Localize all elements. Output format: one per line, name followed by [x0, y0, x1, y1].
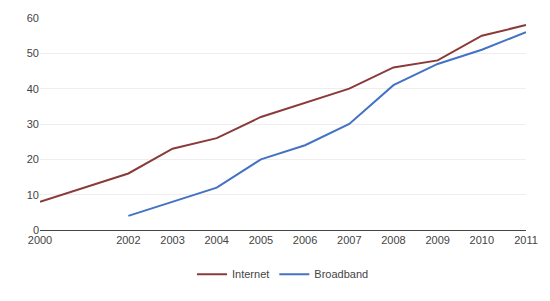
- svg-text:Internet: Internet: [232, 268, 269, 280]
- svg-text:2004: 2004: [204, 234, 228, 246]
- svg-text:2002: 2002: [116, 234, 140, 246]
- svg-text:50: 50: [27, 47, 39, 59]
- svg-text:2003: 2003: [160, 234, 184, 246]
- svg-text:40: 40: [27, 83, 39, 95]
- svg-text:2007: 2007: [337, 234, 361, 246]
- svg-text:2000: 2000: [28, 234, 52, 246]
- svg-text:30: 30: [27, 118, 39, 130]
- svg-text:20: 20: [27, 153, 39, 165]
- svg-text:10: 10: [27, 189, 39, 201]
- svg-text:Broadband: Broadband: [314, 268, 368, 280]
- svg-text:2005: 2005: [249, 234, 273, 246]
- svg-text:2008: 2008: [381, 234, 405, 246]
- svg-text:2011: 2011: [514, 234, 538, 246]
- svg-text:2006: 2006: [293, 234, 317, 246]
- svg-text:0: 0: [33, 224, 39, 236]
- svg-text:60: 60: [27, 12, 39, 24]
- svg-text:2009: 2009: [425, 234, 449, 246]
- svg-text:2010: 2010: [470, 234, 494, 246]
